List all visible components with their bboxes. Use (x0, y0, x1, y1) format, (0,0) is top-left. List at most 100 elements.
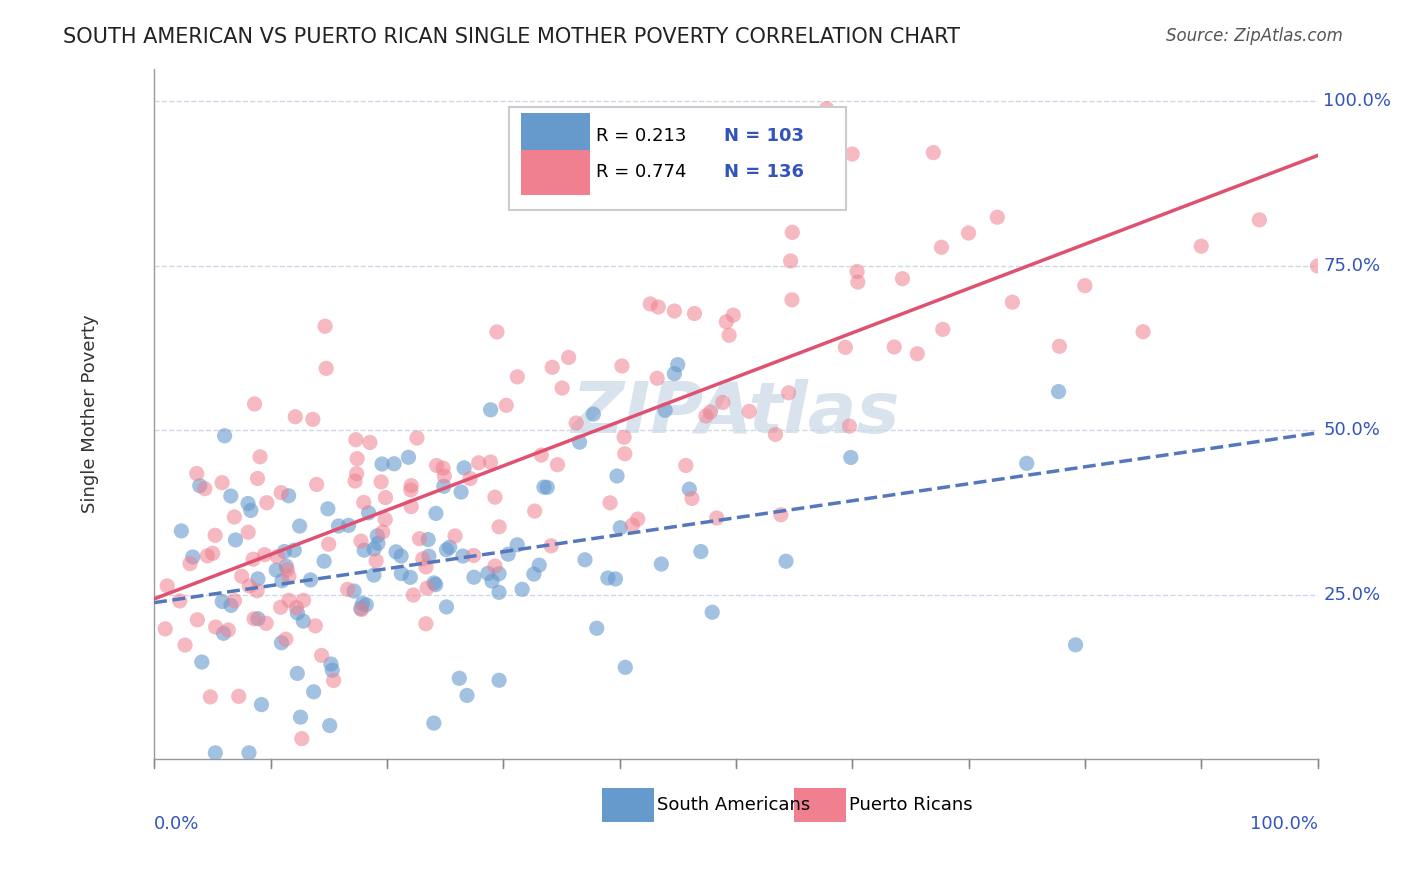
South Americans (423, 576, 446, 591)
South Americans (367, 536, 389, 550)
South Americans (463, 570, 485, 584)
Puerto Ricans (426, 458, 449, 473)
Puerto Ricans (256, 496, 278, 510)
Puerto Ricans (194, 482, 217, 496)
South Americans (212, 626, 235, 640)
Puerto Ricans (610, 359, 633, 373)
South Americans (678, 482, 700, 496)
Puerto Ricans (346, 467, 368, 481)
South Americans (496, 547, 519, 561)
Puerto Ricans (546, 458, 568, 472)
South Americans (839, 450, 862, 465)
South Americans (399, 570, 422, 584)
Puerto Ricans (284, 409, 307, 424)
South Americans (510, 582, 533, 597)
FancyBboxPatch shape (602, 789, 654, 822)
South Americans (585, 621, 607, 635)
Puerto Ricans (986, 211, 1008, 225)
South Americans (574, 553, 596, 567)
South Americans (488, 585, 510, 599)
Puerto Ricans (292, 593, 315, 607)
Puerto Ricans (834, 340, 856, 354)
Puerto Ricans (479, 455, 502, 469)
Puerto Ricans (458, 472, 481, 486)
South Americans (337, 518, 360, 533)
Puerto Ricans (683, 306, 706, 320)
South Americans (246, 572, 269, 586)
Text: R = 0.213: R = 0.213 (596, 128, 686, 145)
Puerto Ricans (485, 325, 508, 339)
South Americans (453, 460, 475, 475)
Puerto Ricans (613, 447, 636, 461)
South Americans (343, 584, 366, 599)
South Americans (488, 566, 510, 581)
Puerto Ricans (246, 471, 269, 485)
South Americans (316, 501, 339, 516)
Puerto Ricans (846, 275, 869, 289)
Puerto Ricans (201, 546, 224, 560)
Puerto Ricans (359, 435, 381, 450)
South Americans (356, 598, 378, 612)
FancyBboxPatch shape (794, 789, 846, 822)
Puerto Ricans (305, 477, 328, 491)
South Americans (389, 566, 412, 581)
South Americans (188, 479, 211, 493)
South Americans (423, 716, 446, 731)
South Americans (418, 549, 440, 564)
Puerto Ricans (277, 569, 299, 583)
Puerto Ricans (304, 619, 326, 633)
Puerto Ricans (883, 340, 905, 354)
South Americans (425, 507, 447, 521)
Puerto Ricans (211, 475, 233, 490)
Puerto Ricans (495, 398, 517, 412)
Puerto Ricans (778, 385, 800, 400)
Puerto Ricans (242, 552, 264, 566)
Puerto Ricans (932, 322, 955, 336)
Text: South Americans: South Americans (657, 796, 810, 814)
South Americans (1047, 384, 1070, 399)
FancyBboxPatch shape (520, 113, 591, 159)
South Americans (533, 480, 555, 494)
South Americans (506, 538, 529, 552)
South Americans (523, 567, 546, 582)
South Americans (385, 545, 408, 559)
Puerto Ricans (231, 569, 253, 583)
Puerto Ricans (285, 600, 308, 615)
Puerto Ricans (374, 512, 396, 526)
Puerto Ricans (765, 427, 787, 442)
Puerto Ricans (540, 539, 562, 553)
Puerto Ricans (408, 532, 430, 546)
Puerto Ricans (217, 623, 239, 637)
Puerto Ricans (541, 360, 564, 375)
Puerto Ricans (723, 308, 745, 322)
Text: 100.0%: 100.0% (1323, 93, 1392, 111)
Puerto Ricans (891, 271, 914, 285)
Text: Single Mother Poverty: Single Mother Poverty (82, 315, 100, 513)
Puerto Ricans (399, 500, 422, 514)
South Americans (292, 614, 315, 628)
South Americans (456, 689, 478, 703)
Puerto Ricans (415, 616, 437, 631)
South Americans (488, 673, 510, 688)
South Americans (350, 601, 373, 615)
Puerto Ricans (506, 369, 529, 384)
South Americans (366, 529, 388, 543)
South Americans (477, 566, 499, 581)
Puerto Ricans (724, 193, 747, 207)
Puerto Ricans (613, 430, 636, 444)
Puerto Ricans (224, 593, 246, 607)
Puerto Ricans (838, 419, 860, 434)
Puerto Ricans (406, 431, 429, 445)
Puerto Ricans (463, 549, 485, 563)
South Americans (775, 554, 797, 568)
Puerto Ricans (738, 404, 761, 418)
Puerto Ricans (905, 347, 928, 361)
South Americans (702, 605, 724, 619)
South Americans (353, 543, 375, 558)
South Americans (664, 367, 686, 381)
Puerto Ricans (399, 478, 422, 492)
South Americans (290, 710, 312, 724)
Puerto Ricans (344, 433, 367, 447)
Puerto Ricans (599, 496, 621, 510)
Puerto Ricans (523, 504, 546, 518)
